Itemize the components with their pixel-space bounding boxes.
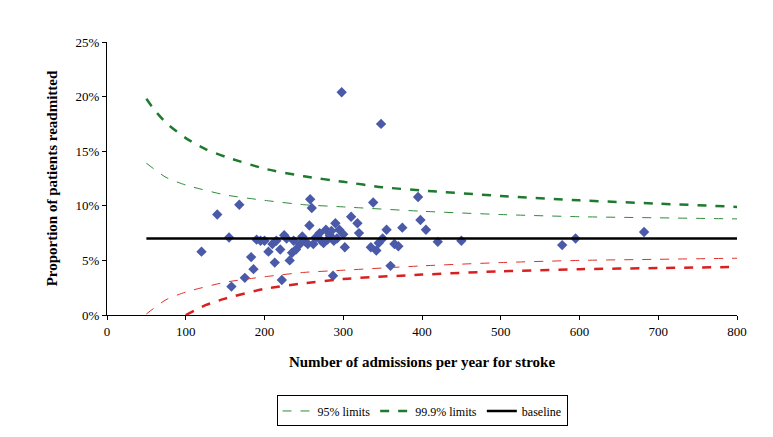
svg-text:baseline: baseline xyxy=(522,405,561,419)
svg-text:Number of admissions per year: Number of admissions per year for stroke xyxy=(289,354,555,370)
svg-text:Proportion of patients readmit: Proportion of patients readmitted xyxy=(44,70,60,286)
svg-text:700: 700 xyxy=(649,324,669,339)
svg-text:0%: 0% xyxy=(82,308,100,323)
svg-text:200: 200 xyxy=(255,324,275,339)
svg-text:20%: 20% xyxy=(76,89,100,104)
svg-text:400: 400 xyxy=(412,324,432,339)
svg-text:600: 600 xyxy=(570,324,590,339)
svg-text:5%: 5% xyxy=(82,253,100,268)
svg-text:10%: 10% xyxy=(76,198,100,213)
svg-text:0: 0 xyxy=(104,324,111,339)
svg-text:100: 100 xyxy=(176,324,196,339)
svg-text:15%: 15% xyxy=(76,144,100,159)
svg-text:500: 500 xyxy=(491,324,511,339)
svg-text:300: 300 xyxy=(334,324,354,339)
svg-text:99.9% limits: 99.9% limits xyxy=(415,405,477,419)
svg-text:25%: 25% xyxy=(76,35,100,50)
svg-text:95% limits: 95% limits xyxy=(318,405,371,419)
svg-text:800: 800 xyxy=(727,324,747,339)
